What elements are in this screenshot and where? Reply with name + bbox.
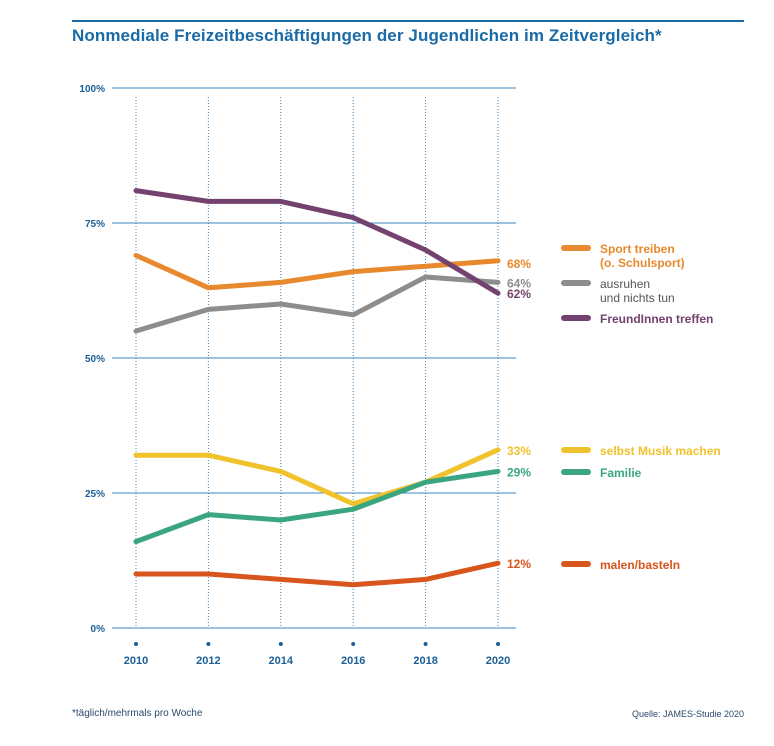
legend-label-ausruhen: und nichts tun (600, 291, 675, 305)
series-line-malen (133, 560, 501, 588)
end-label-freunde: 62% (507, 287, 531, 301)
chart-title: Nonmediale Freizeitbeschäftigungen der J… (72, 26, 662, 45)
series-line-familie (133, 468, 501, 545)
y-tick-label: 0% (91, 624, 106, 635)
x-tick-label: 2012 (196, 655, 220, 667)
x-tick-label: 2010 (124, 655, 148, 667)
x-tick-dot (134, 642, 138, 646)
end-label-ausruhen: 64% (507, 276, 531, 290)
y-tick-label: 25% (85, 489, 105, 500)
footnote: *täglich/mehrmals pro Woche (72, 708, 203, 719)
legend-label-malen: malen/basteln (600, 558, 680, 572)
grid-layer: 0% 25% 50% 75% 100% 2010 2012 2014 2016 2018 2020 (79, 84, 516, 667)
series-layer (133, 188, 501, 588)
top-rule (72, 20, 744, 22)
x-tick-label: 2016 (341, 655, 365, 667)
x-tick-dot (206, 642, 211, 646)
series-line-sport (133, 252, 501, 291)
x-tick-label: 2020 (486, 655, 510, 667)
label-layer: 68% 64%62% 33% 29% 12% (507, 257, 531, 571)
y-tick-label: 50% (85, 354, 105, 365)
legend-layer: Sport treiben(o. Schulsport) ausruhenund … (561, 242, 721, 572)
end-label-sport: 68% (507, 257, 531, 271)
end-label-musik: 33% (507, 444, 531, 458)
x-tick-label: 2018 (413, 655, 437, 667)
x-tick-label: 2014 (269, 655, 294, 667)
x-tick-dot (423, 642, 428, 646)
legend-label-sport: Sport treiben (600, 242, 675, 256)
series-line-musik (133, 447, 501, 507)
legend-label-sport: (o. Schulsport) (600, 256, 685, 270)
series-line-freunde (133, 188, 501, 296)
x-tick-dot (496, 642, 500, 646)
source-note: Quelle: JAMES-Studie 2020 (631, 709, 744, 719)
x-tick-dot (351, 642, 356, 646)
legend-label-ausruhen: ausruhen (600, 277, 650, 291)
x-tick-dot (278, 642, 283, 646)
y-tick-label: 100% (79, 84, 105, 95)
end-label-familie: 29% (507, 465, 531, 479)
legend-label-familie: Familie (600, 466, 642, 480)
series-line-ausruhen (133, 274, 501, 334)
y-tick-label: 75% (85, 219, 105, 230)
end-label-malen: 12% (507, 557, 531, 571)
legend-label-musik: selbst Musik machen (600, 444, 721, 458)
legend-label-freunde: FreundInnen treffen (600, 312, 713, 326)
